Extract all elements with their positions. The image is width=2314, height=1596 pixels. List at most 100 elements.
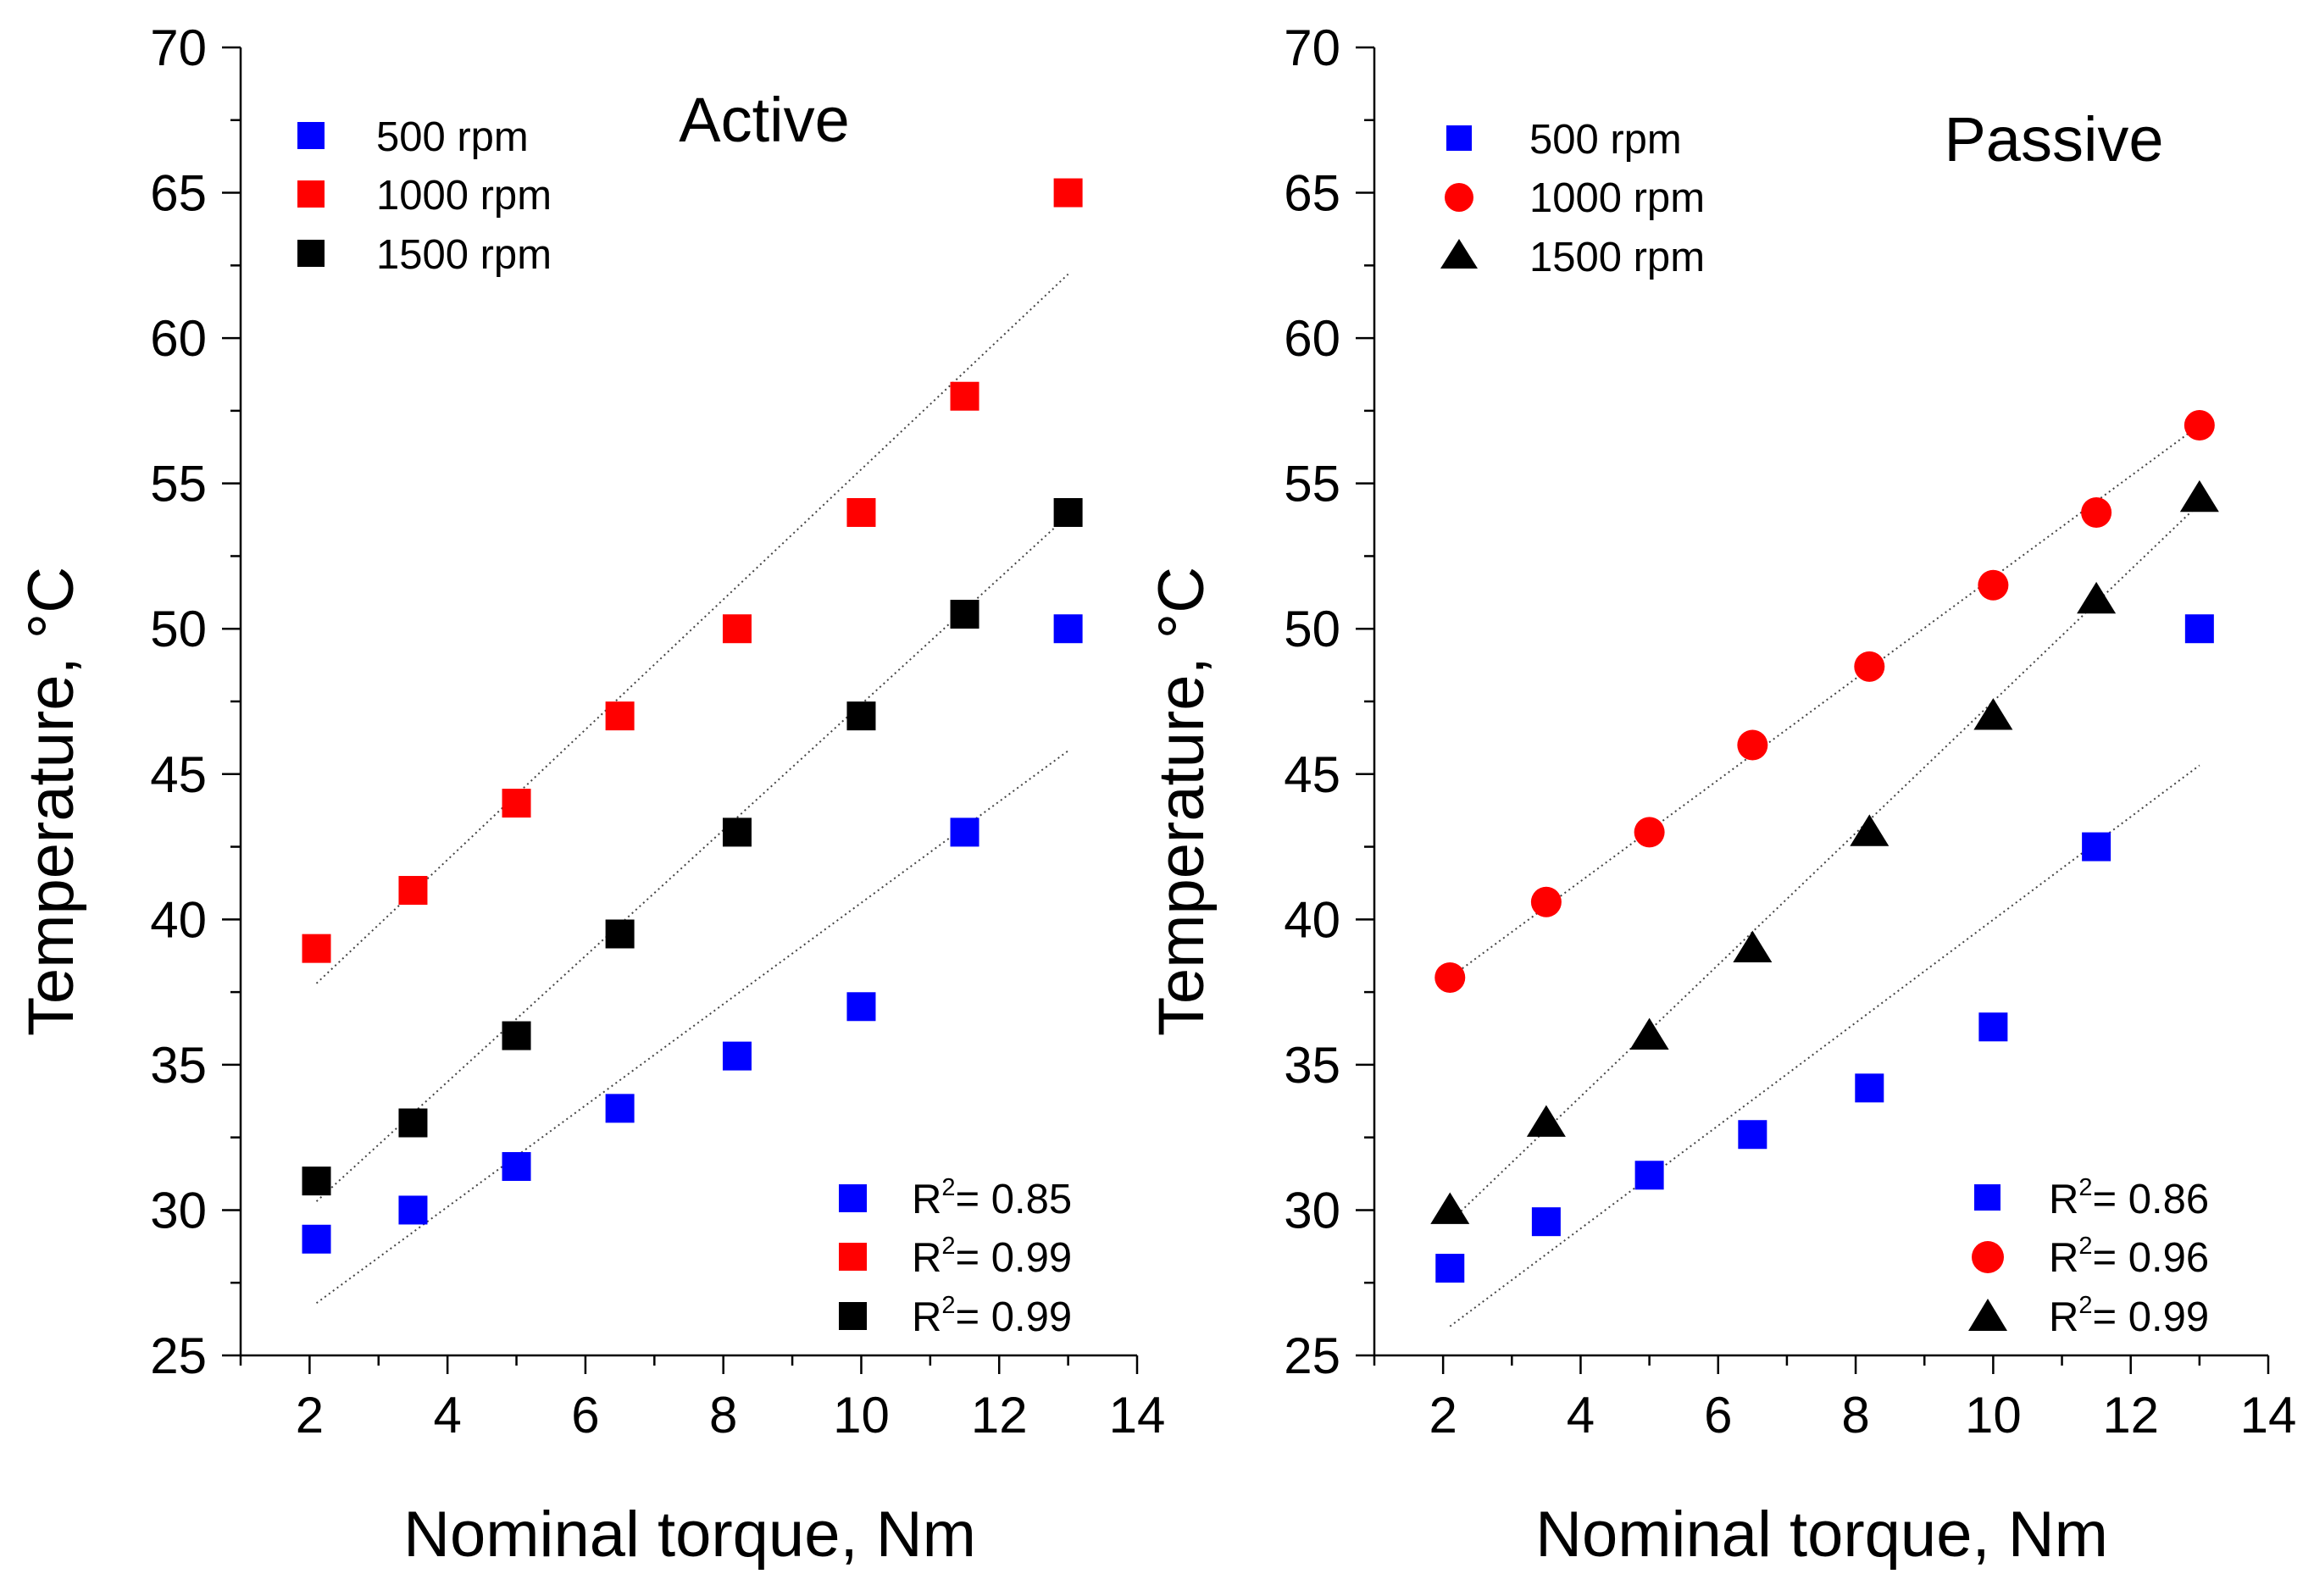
legend-label-1000-rpm-passive: 1000 rpm (1529, 175, 1705, 221)
data-point-1000-rpm-passive-0 (1434, 961, 1466, 993)
data-point-500-rpm-active-7 (1053, 614, 1083, 644)
data-point-1500-rpm-active-5 (846, 701, 876, 731)
data-point-1500-rpm-passive-1 (1526, 1105, 1566, 1137)
r2-marker-1000-rpm (839, 1243, 867, 1271)
r2-item-500-rpm-passive: R2= 0.86 (1974, 1174, 2209, 1222)
legend-marker-1500-rpm-passive (1440, 239, 1478, 269)
data-point-1000-rpm-passive-1 (1530, 886, 1562, 917)
data-point-500-rpm-active-3 (605, 1094, 635, 1123)
fit-line-1500-rpm-active (315, 514, 1069, 1202)
y-tick-label-passive-70: 70 (1284, 19, 1340, 76)
data-point-1000-rpm-active-1 (398, 876, 428, 906)
data-point-1500-rpm-active-0 (302, 1167, 331, 1196)
legend-marker-1000-rpm-passive (1445, 183, 1473, 212)
x-tick-label-active-6: 6 (571, 1387, 599, 1444)
x-tick-label-active-10: 10 (833, 1387, 890, 1444)
data-point-500-rpm-active-5 (846, 992, 876, 1022)
y-tick-label-active-65: 65 (150, 165, 207, 222)
y-tick-label-active-70: 70 (150, 19, 207, 76)
y-tick-label-passive-25: 25 (1284, 1327, 1340, 1384)
data-point-1000-rpm-passive-7 (2184, 410, 2215, 441)
data-point-1000-rpm-active-2 (502, 789, 531, 818)
legend-label-1500-rpm-passive: 1500 rpm (1529, 235, 1705, 280)
r2-marker-1500-rpm-passive (1968, 1299, 2007, 1331)
y-tick-label-active-25: 25 (150, 1327, 207, 1384)
data-point-1500-rpm-passive-5 (1973, 698, 2013, 730)
legend-item-1500-rpm-passive: 1500 rpm (1440, 235, 1705, 280)
data-point-1500-rpm-passive-7 (2179, 479, 2219, 513)
data-point-500-rpm-active-2 (502, 1151, 531, 1181)
x-tick-label-passive-2: 2 (1429, 1387, 1457, 1444)
fit-lines-active (315, 273, 1069, 1305)
chart-title-active: Active (679, 85, 850, 155)
data-point-500-rpm-passive-2 (1634, 1161, 1664, 1190)
r2-marker-1500-rpm (839, 1302, 867, 1330)
y-tick-label-active-40: 40 (150, 891, 207, 948)
x-tick-label-active-4: 4 (433, 1387, 461, 1444)
r2-item-1500-rpm-passive: R2= 0.99 (1968, 1292, 2209, 1340)
data-point-1500-rpm-active-7 (1053, 497, 1083, 527)
x-tick-label-passive-6: 6 (1704, 1387, 1732, 1444)
y-tick-label-passive-45: 45 (1284, 746, 1340, 803)
data-point-1500-rpm-passive-3 (1733, 930, 1773, 963)
r2-legend-passive: R2= 0.86 R2= 0.96 R2= 0.99 (1968, 1174, 2209, 1340)
data-point-500-rpm-passive-3 (1738, 1120, 1767, 1150)
data-point-1000-rpm-active-3 (605, 701, 635, 731)
legend-label-1500-rpm: 1500 rpm (376, 232, 552, 278)
x-axis-title-active: Nominal torque, Nm (403, 1499, 976, 1571)
data-point-500-rpm-active-1 (398, 1195, 428, 1225)
data-point-1000-rpm-passive-4 (1854, 651, 1885, 682)
fit-lines-passive (1449, 424, 2200, 1327)
y-tick-label-active-45: 45 (150, 746, 207, 803)
r2-label-500-rpm-passive: R2= 0.86 (2049, 1174, 2209, 1222)
legend-passive: 500 rpm 1000 rpm 1500 rpm (1440, 117, 1705, 280)
r2-label-500-rpm: R2= 0.85 (912, 1174, 1072, 1222)
data-point-1500-rpm-active-3 (605, 919, 635, 949)
y-tick-label-passive-55: 55 (1284, 456, 1340, 513)
r2-marker-500-rpm-passive (1974, 1184, 2000, 1211)
data-point-1500-rpm-passive-0 (1430, 1192, 1470, 1224)
r2-legend-active: R2= 0.85 R2= 0.99 R2= 0.99 (839, 1174, 1072, 1340)
fit-line-500-rpm-passive (1449, 764, 2200, 1327)
r2-label-1000-rpm-passive: R2= 0.96 (2049, 1233, 2209, 1281)
y-axis-title-active: Temperature, °C (15, 567, 87, 1036)
axes-passive: 25 30 35 40 45 50 55 60 65 70 2 4 6 8 10 12 14 (1284, 19, 2296, 1444)
legend-marker-1500-rpm (297, 240, 325, 267)
data-point-1500-rpm-passive-6 (2077, 581, 2117, 614)
data-point-1000-rpm-active-5 (846, 497, 876, 527)
y-tick-label-passive-50: 50 (1284, 601, 1340, 657)
y-tick-label-active-35: 35 (150, 1037, 207, 1094)
legend-item-1000-rpm-passive: 1000 rpm (1445, 175, 1705, 221)
data-point-1500-rpm-active-2 (502, 1021, 531, 1050)
x-tick-label-active-12: 12 (971, 1387, 1028, 1444)
x-tick-label-passive-10: 10 (1965, 1387, 2022, 1444)
data-point-1000-rpm-passive-2 (1634, 817, 1665, 848)
data-point-500-rpm-active-6 (950, 817, 979, 847)
legend-marker-500-rpm (297, 122, 325, 149)
data-point-500-rpm-passive-1 (1531, 1207, 1561, 1237)
x-tick-label-passive-12: 12 (2102, 1387, 2159, 1444)
data-point-500-rpm-active-0 (302, 1224, 331, 1254)
fit-line-1500-rpm-passive (1449, 502, 2200, 1222)
data-point-500-rpm-passive-4 (1855, 1073, 1884, 1103)
r2-item-1000-rpm: R2= 0.99 (839, 1233, 1072, 1281)
chart-active: 25 30 35 40 45 50 55 60 65 70 2 4 6 8 10 12 14 Active No… (15, 19, 1165, 1571)
data-point-1500-rpm-passive-4 (1850, 814, 1889, 846)
y-tick-label-passive-40: 40 (1284, 891, 1340, 948)
chart-passive: 25 30 35 40 45 50 55 60 65 70 2 4 6 8 10 12 14 Passive N… (1146, 19, 2296, 1571)
data-point-1500-rpm-active-1 (398, 1108, 428, 1138)
x-tick-label-active-8: 8 (709, 1387, 737, 1444)
r2-item-1500-rpm: R2= 0.99 (839, 1292, 1072, 1340)
x-tick-label-passive-4: 4 (1567, 1387, 1595, 1444)
fit-line-1000-rpm-active (315, 273, 1069, 984)
axes-active: 25 30 35 40 45 50 55 60 65 70 2 4 6 8 10 12 14 (150, 19, 1165, 1444)
data-point-500-rpm-passive-0 (1435, 1254, 1465, 1283)
y-tick-label-passive-65: 65 (1284, 165, 1340, 222)
x-axis-title-passive: Nominal torque, Nm (1535, 1499, 2108, 1571)
y-tick-label-passive-35: 35 (1284, 1037, 1340, 1094)
data-point-1000-rpm-active-0 (302, 934, 331, 963)
r2-label-1500-rpm-passive: R2= 0.99 (2049, 1292, 2209, 1340)
legend-label-500-rpm-passive: 500 rpm (1529, 117, 1682, 163)
